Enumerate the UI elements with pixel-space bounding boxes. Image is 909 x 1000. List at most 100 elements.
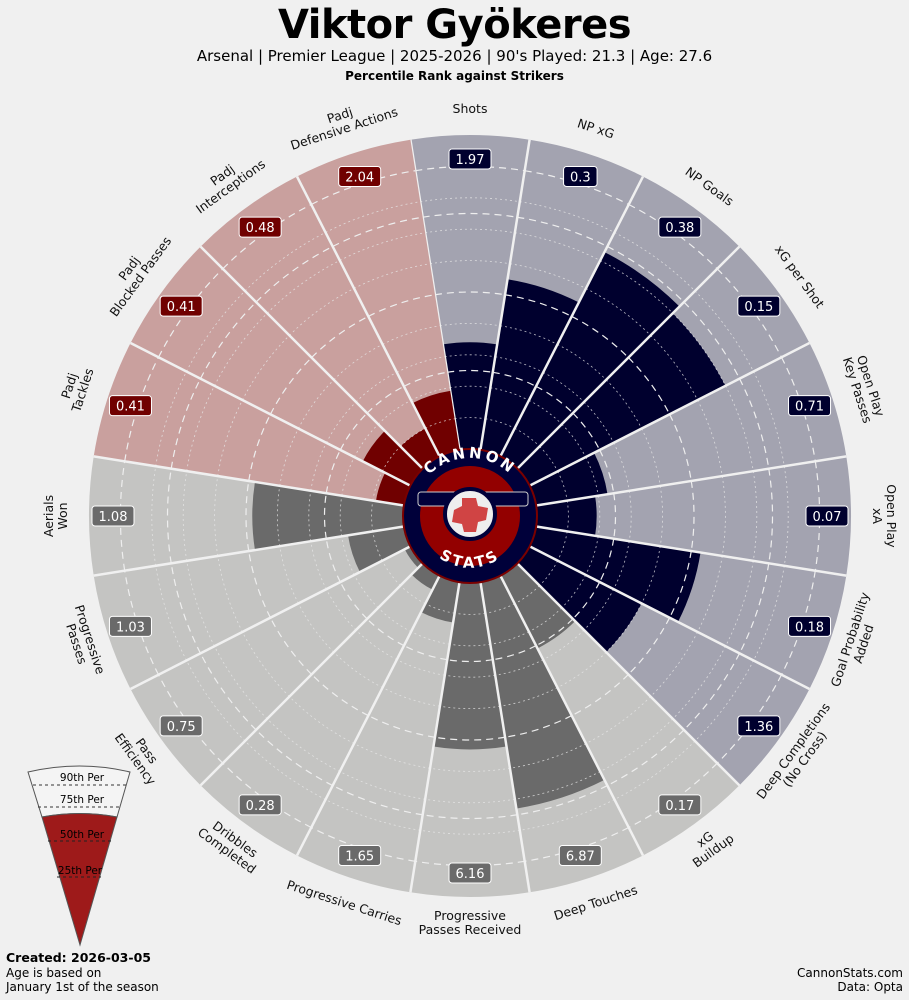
grid-ring-major: [248, 550, 271, 618]
grid-ring-minor: [650, 335, 698, 401]
category-label-line: Aerials: [41, 495, 56, 537]
grid-ring-major: [683, 301, 741, 379]
legend-filled-wedge: [41, 813, 118, 947]
category-label-line: NP Goals: [683, 164, 737, 209]
slice-background: [93, 526, 411, 689]
data-source: Data: Opta: [837, 980, 903, 994]
grid-ring-major: [504, 294, 572, 317]
grid-ring-major: [366, 385, 405, 414]
grid-ring-minor: [377, 399, 412, 425]
grid-ring-major: [627, 357, 671, 415]
grid-ring-major: [248, 414, 271, 482]
value-label: 0.41: [116, 400, 145, 415]
category-label-line: Deep Touches: [552, 882, 639, 923]
grid-ring-major: [683, 653, 741, 731]
value-label: 0.3: [570, 170, 591, 185]
legend-label-25: 25th Per: [58, 865, 103, 877]
grid-ring-major: [599, 538, 615, 583]
category-label-line: Shots: [453, 101, 488, 116]
slice-bar: [404, 546, 423, 568]
slice-bar: [536, 496, 597, 536]
created-date: Created: 2026-03-05: [6, 950, 151, 965]
grid-ring-major: [517, 784, 608, 816]
age-note-line-2: January 1st of the season: [6, 980, 159, 994]
grid-ring-minor: [242, 631, 290, 697]
slice-divider: [516, 245, 741, 470]
slice-background: [297, 575, 460, 893]
slice-divider: [409, 581, 461, 893]
slice-background: [200, 176, 440, 469]
grid-ring-major: [447, 659, 493, 663]
grid-ring-major: [368, 715, 436, 738]
grid-ring-minor: [725, 560, 754, 647]
grid-ring-minor: [182, 471, 188, 561]
grid-ring-minor: [659, 485, 664, 547]
grid-ring-minor: [439, 705, 501, 710]
grid-ring-minor: [333, 344, 383, 381]
grid-ring-major: [434, 736, 506, 741]
grid-ring-major: [339, 581, 368, 620]
grid-ring-minor: [410, 631, 450, 645]
value-box: [338, 165, 382, 187]
slice-bar: [529, 452, 608, 506]
grid-ring-minor: [495, 356, 544, 373]
slice-divider: [199, 245, 424, 470]
grid-ring-major: [332, 784, 423, 816]
grid-ring-major: [311, 673, 369, 717]
grid-ring-major: [690, 480, 695, 552]
grid-ring-major: [269, 357, 313, 415]
grid-ring-minor: [308, 490, 312, 542]
grid-ring-minor: [298, 603, 335, 653]
slice-divider: [499, 575, 645, 857]
category-label-line: Open Play: [884, 484, 899, 548]
grid-ring-minor: [628, 490, 632, 542]
grid-ring-minor: [528, 399, 563, 425]
slice-background: [89, 456, 404, 576]
grid-ring-minor: [396, 659, 445, 676]
category-label: PadjDefensive Actions: [284, 91, 400, 153]
grid-ring-minor: [333, 651, 383, 688]
grid-ring-minor: [353, 574, 379, 609]
value-label: 1.03: [116, 620, 145, 635]
slice-divider: [479, 139, 531, 451]
grid-ring-minor: [339, 771, 426, 800]
grid-ring-minor: [355, 629, 397, 660]
value-box: [159, 715, 203, 737]
grid-ring-major: [332, 216, 423, 248]
grid-ring-minor: [721, 475, 726, 557]
grid-ring-major: [669, 414, 692, 482]
grid-ring-major: [368, 294, 436, 317]
slice-divider: [295, 175, 441, 457]
value-box: [159, 295, 203, 317]
slice-bar: [480, 279, 579, 457]
grid-ring-minor: [585, 536, 599, 576]
grid-ring-minor: [279, 428, 299, 486]
slice-bar: [500, 252, 680, 469]
grid-ring-major: [669, 550, 692, 618]
grid-ring-major: [170, 378, 202, 469]
slice-background: [297, 139, 460, 457]
grid-ring-major: [434, 291, 506, 296]
category-label: Deep Touches: [552, 882, 639, 923]
grid-ring-minor: [514, 232, 601, 261]
grid-ring-minor: [217, 555, 243, 633]
grid-ring-minor: [583, 589, 614, 631]
grid-ring-major: [245, 480, 250, 552]
slice-bar: [362, 430, 423, 486]
value-label: 6.87: [566, 850, 595, 865]
grid-ring-major: [535, 618, 574, 647]
grid-ring-minor: [214, 646, 268, 720]
category-label: Open PlayxA: [870, 484, 899, 548]
slice-background: [93, 343, 411, 506]
grid-ring-minor: [429, 767, 511, 772]
grid-ring-minor: [495, 659, 544, 676]
slice-divider: [93, 455, 405, 507]
grid-ring-minor: [214, 312, 268, 386]
percentile-legend: 90th Per 75th Per 50th Per 25th Per: [27, 765, 131, 947]
grid-ring-minor: [341, 536, 355, 576]
grid-ring-minor: [543, 372, 585, 403]
value-label: 1.08: [99, 510, 128, 525]
grid-ring-minor: [449, 643, 491, 647]
